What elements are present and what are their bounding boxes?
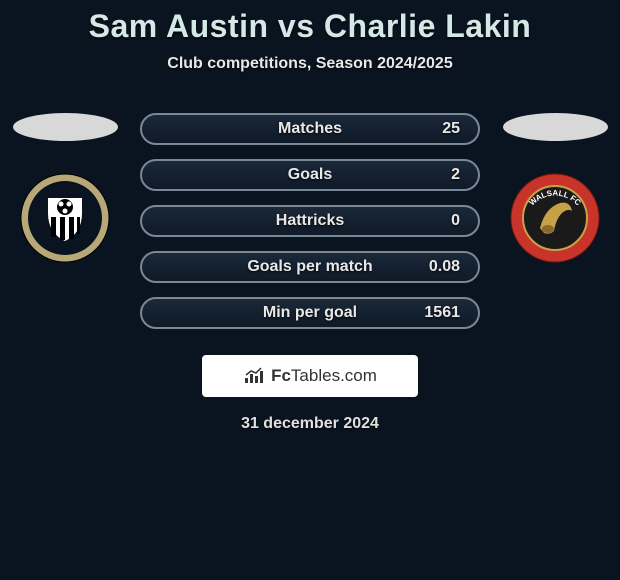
stat-label: Matches (278, 120, 342, 138)
comparison-card: Sam Austin vs Charlie Lakin Club competi… (0, 0, 620, 433)
stat-label: Goals per match (247, 258, 372, 276)
main-row: Matches 25 Goals 2 Hattricks 0 Goals per… (0, 113, 620, 329)
stat-value: 0.08 (429, 258, 460, 276)
stat-row-min-per-goal: Min per goal 1561 (140, 297, 480, 329)
right-column: WALSALL FC (500, 113, 610, 263)
walsall-crest-icon: WALSALL FC (510, 173, 600, 263)
notts-county-crest-icon (20, 173, 110, 263)
left-column (10, 113, 120, 263)
stat-value: 2 (451, 166, 460, 184)
stat-row-matches: Matches 25 (140, 113, 480, 145)
stat-value: 25 (442, 120, 460, 138)
brand-suffix: Tables.com (291, 366, 377, 385)
left-ellipse (13, 113, 118, 141)
stat-value: 1561 (424, 304, 460, 322)
right-team-badge: WALSALL FC (510, 173, 600, 263)
stat-row-hattricks: Hattricks 0 (140, 205, 480, 237)
stat-label: Goals (288, 166, 332, 184)
brand-text: FcTables.com (271, 366, 377, 386)
stats-column: Matches 25 Goals 2 Hattricks 0 Goals per… (140, 113, 480, 329)
brand-box: FcTables.com (202, 355, 418, 397)
stat-label: Min per goal (263, 304, 357, 322)
footer-date: 31 december 2024 (0, 415, 620, 433)
right-ellipse (503, 113, 608, 141)
brand-prefix: Fc (271, 366, 291, 385)
left-team-badge (20, 173, 110, 263)
stat-value: 0 (451, 212, 460, 230)
chart-icon (243, 367, 265, 385)
page-title: Sam Austin vs Charlie Lakin (0, 8, 620, 45)
subtitle: Club competitions, Season 2024/2025 (0, 55, 620, 73)
stat-row-goals: Goals 2 (140, 159, 480, 191)
stat-label: Hattricks (276, 212, 344, 230)
stat-row-goals-per-match: Goals per match 0.08 (140, 251, 480, 283)
